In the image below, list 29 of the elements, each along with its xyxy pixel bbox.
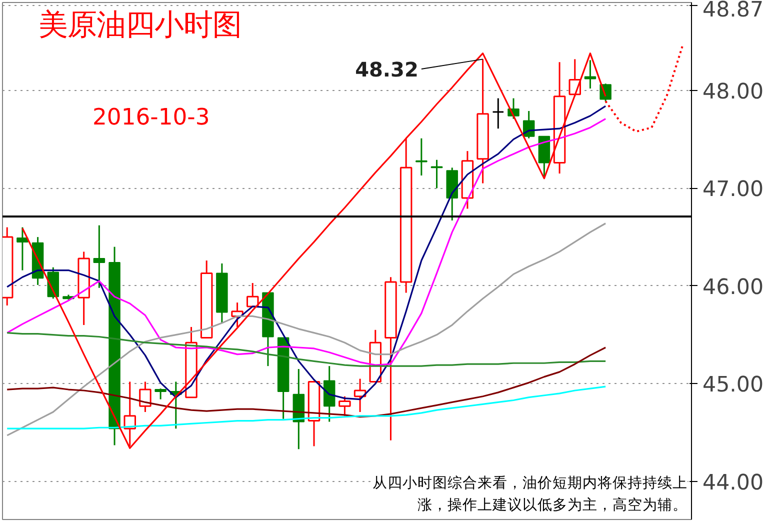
candlestick [16, 226, 28, 272]
line-series [6, 222, 606, 436]
y-tick-label: 47.00 [702, 177, 764, 202]
annotation: 48.32 [355, 57, 418, 82]
y-tick-label: 46.00 [702, 274, 764, 300]
annotation: 从四小时图综合来看，油价短期内将保持持续上涨，操作上建议以低多为主，高空为辅。 [372, 474, 688, 514]
line-series [22, 52, 606, 449]
candlestick [384, 276, 397, 442]
candlestick [416, 138, 428, 176]
y-tick-label: 44.00 [702, 470, 764, 496]
candlestick [323, 365, 336, 423]
y-tick-label: 48.00 [702, 79, 764, 104]
candlestick [216, 262, 228, 324]
line-series [604, 45, 684, 133]
candlestick [93, 224, 106, 289]
line-series [6, 386, 606, 430]
y-tick-label: 48.87 [702, 0, 764, 22]
y-tick-label: 45.00 [702, 372, 764, 398]
line-series [6, 332, 606, 367]
candlestick [476, 58, 489, 184]
chart-title: 美原油四小时图 [38, 8, 242, 42]
candlestick [108, 246, 120, 446]
candlestick [354, 378, 366, 413]
text: 2016-10-3 [92, 104, 210, 130]
candlestick [492, 98, 504, 130]
line-series [6, 346, 606, 418]
candlestick [78, 250, 90, 326]
line-series [6, 105, 606, 400]
candlestick [400, 138, 412, 294]
